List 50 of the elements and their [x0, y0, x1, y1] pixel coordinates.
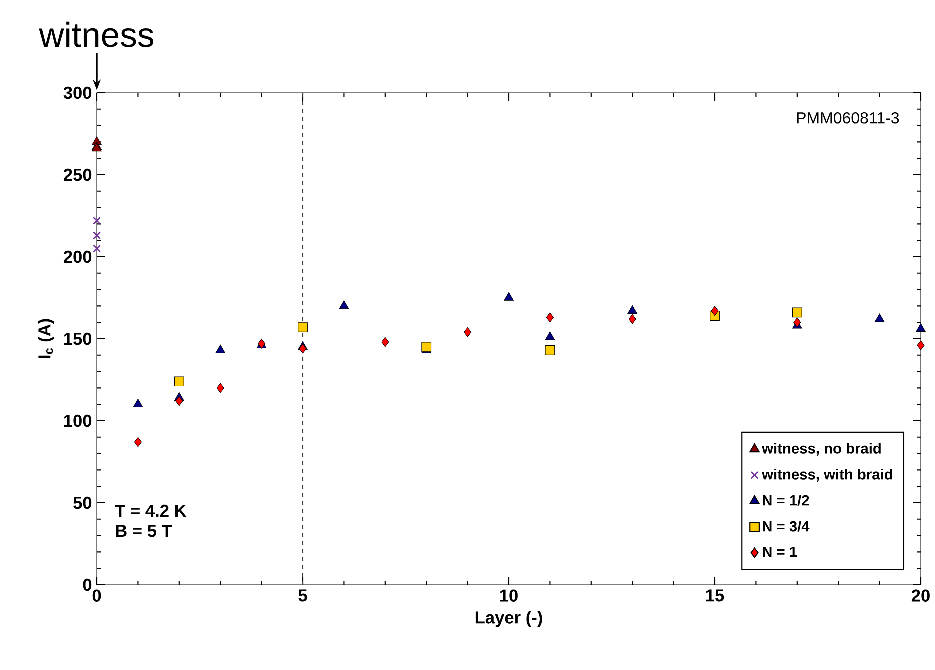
point — [711, 306, 719, 316]
legend-label: witness, with braid — [762, 469, 892, 482]
point — [93, 244, 101, 253]
point — [422, 342, 432, 352]
y-tick-label: 250 — [64, 168, 92, 182]
point — [874, 314, 885, 322]
x-tick-label: 5 — [298, 590, 308, 602]
point — [792, 308, 802, 318]
y-axis-title: I$_{c}$ (A) — [38, 319, 54, 358]
y-tick-label: 150 — [64, 332, 92, 346]
point — [545, 346, 556, 356]
y-tick-label: 50 — [74, 496, 92, 510]
annotation: B = 5 T — [116, 525, 172, 538]
x-tick-label: 20 — [912, 590, 930, 602]
point — [504, 292, 514, 301]
annotation: T = 4.2 K — [115, 504, 187, 517]
point — [93, 232, 101, 240]
point — [176, 396, 184, 406]
legend-label: N = 1/2 — [763, 495, 810, 506]
point — [134, 437, 142, 448]
x-tick-label: 15 — [706, 590, 724, 602]
text: witness — [39, 22, 154, 48]
point — [546, 312, 554, 323]
point — [464, 327, 472, 338]
point — [133, 398, 144, 408]
point — [216, 383, 224, 394]
point — [299, 344, 307, 354]
x-tick-label: 10 — [500, 590, 518, 602]
y-tick-label: 200 — [64, 250, 92, 264]
point — [917, 340, 925, 350]
y-tick-label: 300 — [64, 86, 92, 100]
point — [545, 332, 556, 340]
point — [628, 314, 636, 324]
annotation: PMM060811-3 — [797, 112, 900, 124]
legend-label: witness, no braid — [762, 443, 881, 456]
legend-label: N = 1 — [763, 546, 798, 558]
legend-label: N = 3/4 — [763, 520, 810, 532]
x-axis-title: Layer (-) — [476, 611, 542, 628]
point — [916, 324, 926, 332]
point — [794, 318, 802, 328]
point — [382, 337, 390, 348]
point — [339, 300, 350, 310]
x-tick-label: 0 — [92, 590, 102, 602]
point — [216, 344, 226, 354]
point — [298, 322, 308, 332]
point — [93, 216, 101, 225]
point — [628, 306, 638, 314]
y-tick-label: 0 — [83, 578, 92, 592]
y-tick-label: 100 — [64, 414, 92, 428]
point — [174, 376, 184, 387]
